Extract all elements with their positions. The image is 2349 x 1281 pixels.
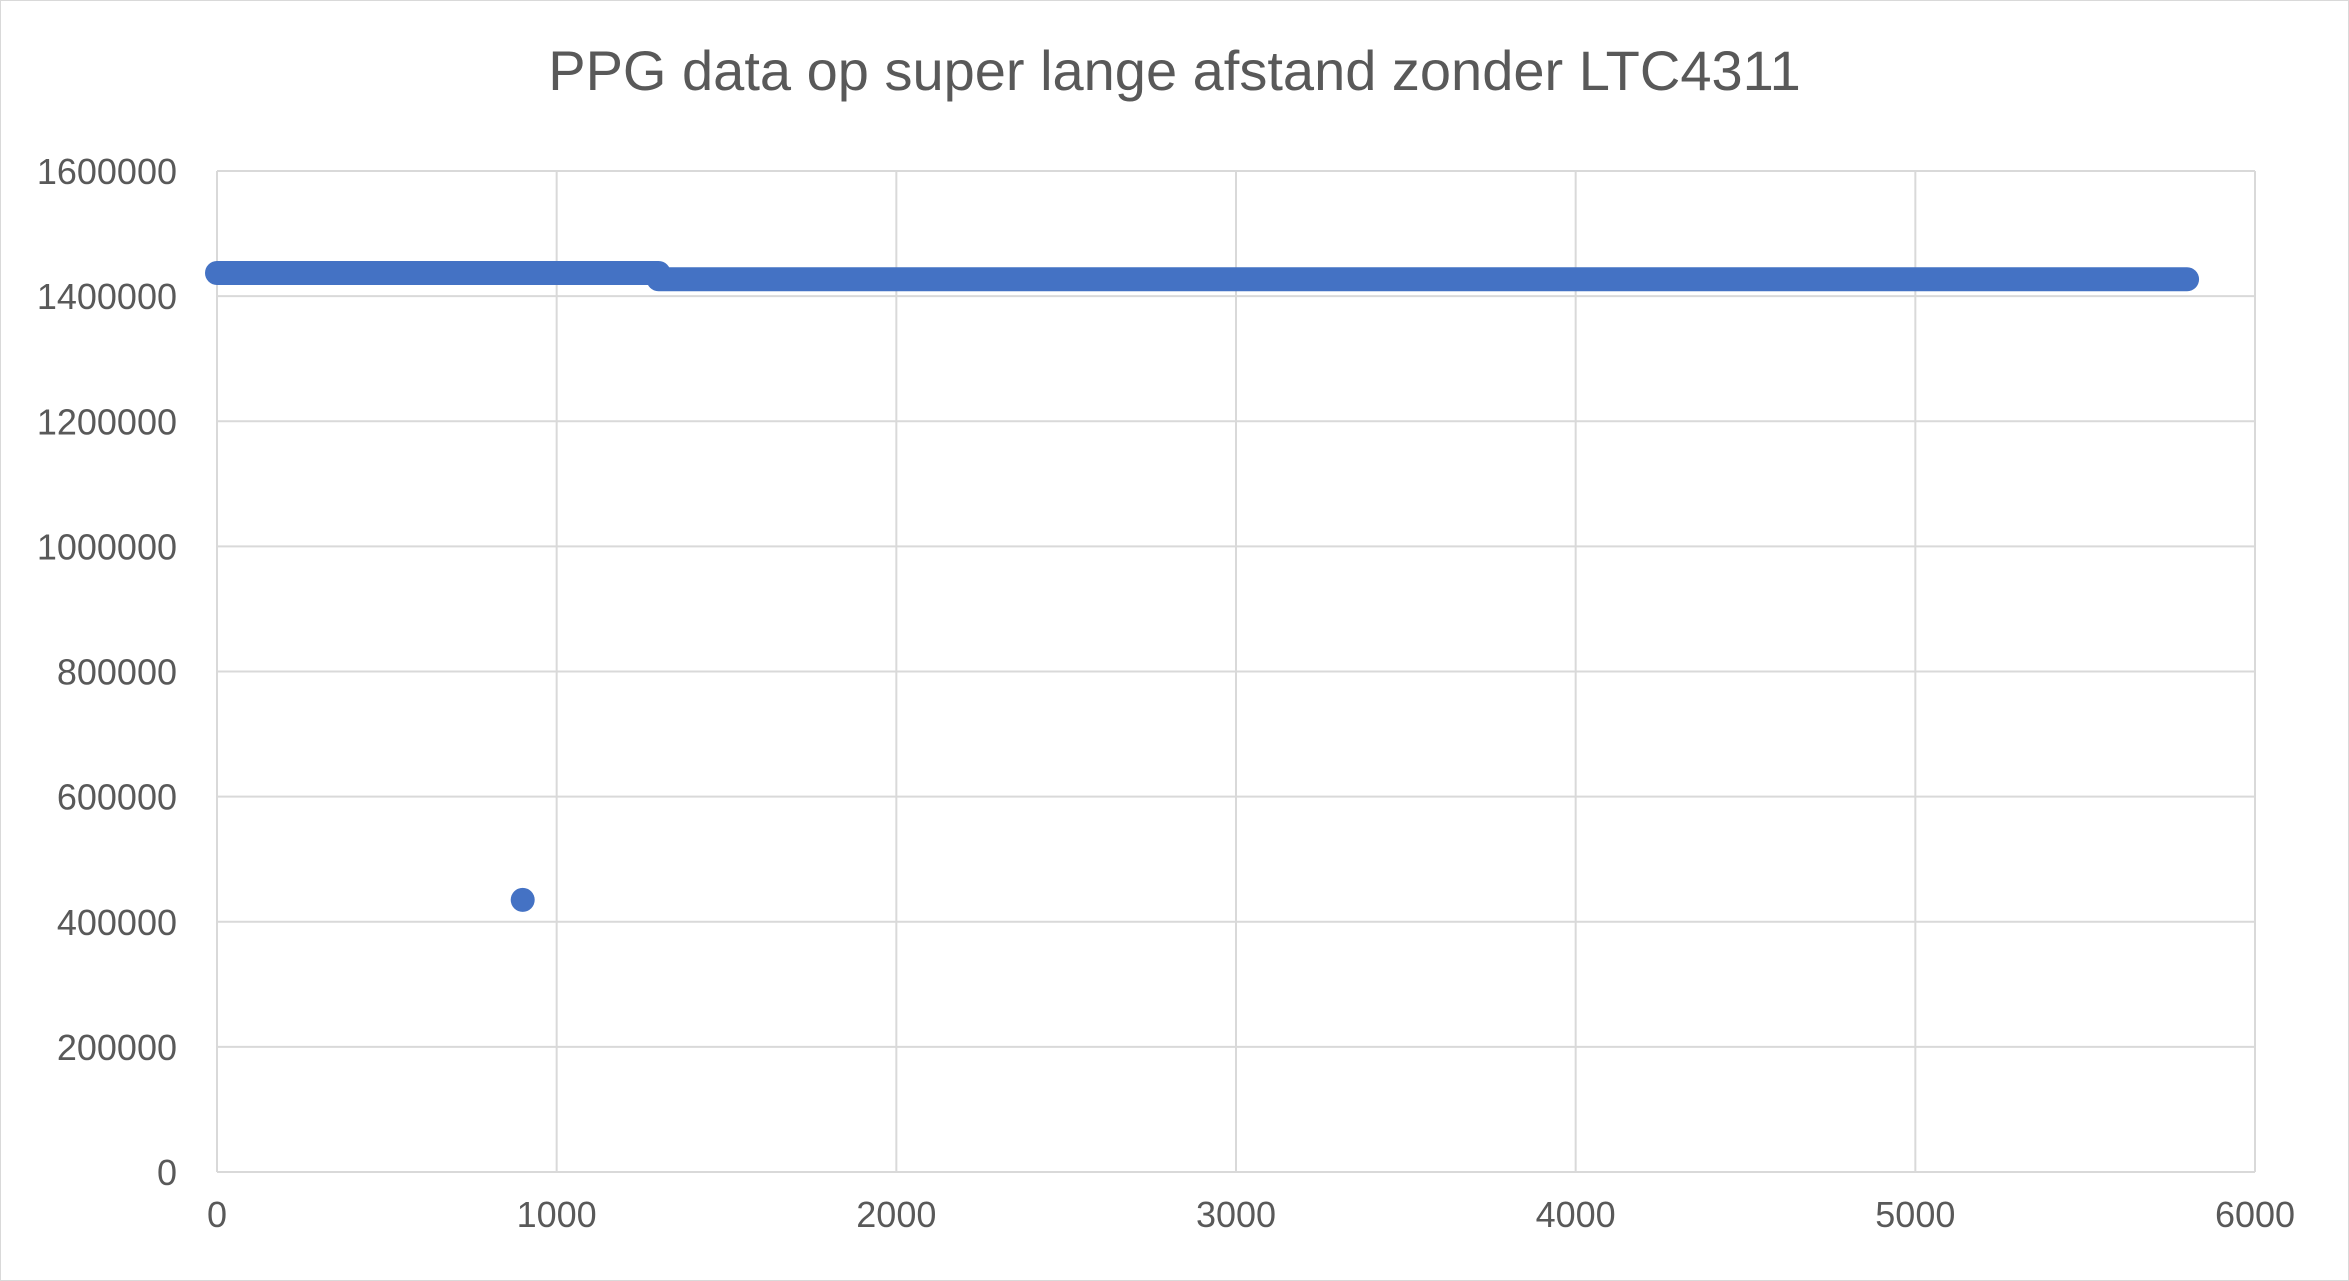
y-tick-label: 1400000	[37, 276, 177, 317]
y-tick-label: 400000	[57, 902, 177, 943]
y-tick-label: 1600000	[37, 151, 177, 192]
x-tick-label: 3000	[1196, 1194, 1276, 1235]
y-tick-label: 200000	[57, 1027, 177, 1068]
y-tick-label: 600000	[57, 777, 177, 818]
data-point	[510, 887, 535, 912]
y-tick-label: 800000	[57, 652, 177, 693]
y-tick-label: 1200000	[37, 401, 177, 442]
x-tick-label: 5000	[1875, 1194, 1955, 1235]
data-series	[205, 260, 2200, 912]
x-tick-label: 1000	[517, 1194, 597, 1235]
y-tick-label: 0	[157, 1152, 177, 1193]
x-tick-label: 2000	[856, 1194, 936, 1235]
x-tick-label: 4000	[1536, 1194, 1616, 1235]
y-tick-label: 1000000	[37, 526, 177, 567]
tick-labels: 0 1000 2000 3000 4000 5000 6000 0 200000 400000 60…	[37, 151, 2295, 1235]
x-tick-label: 6000	[2215, 1194, 2295, 1235]
chart-title: PPG data op super lange afstand zonder L…	[548, 39, 1801, 102]
gridlines	[216, 170, 2256, 1173]
x-tick-label: 0	[207, 1194, 227, 1235]
